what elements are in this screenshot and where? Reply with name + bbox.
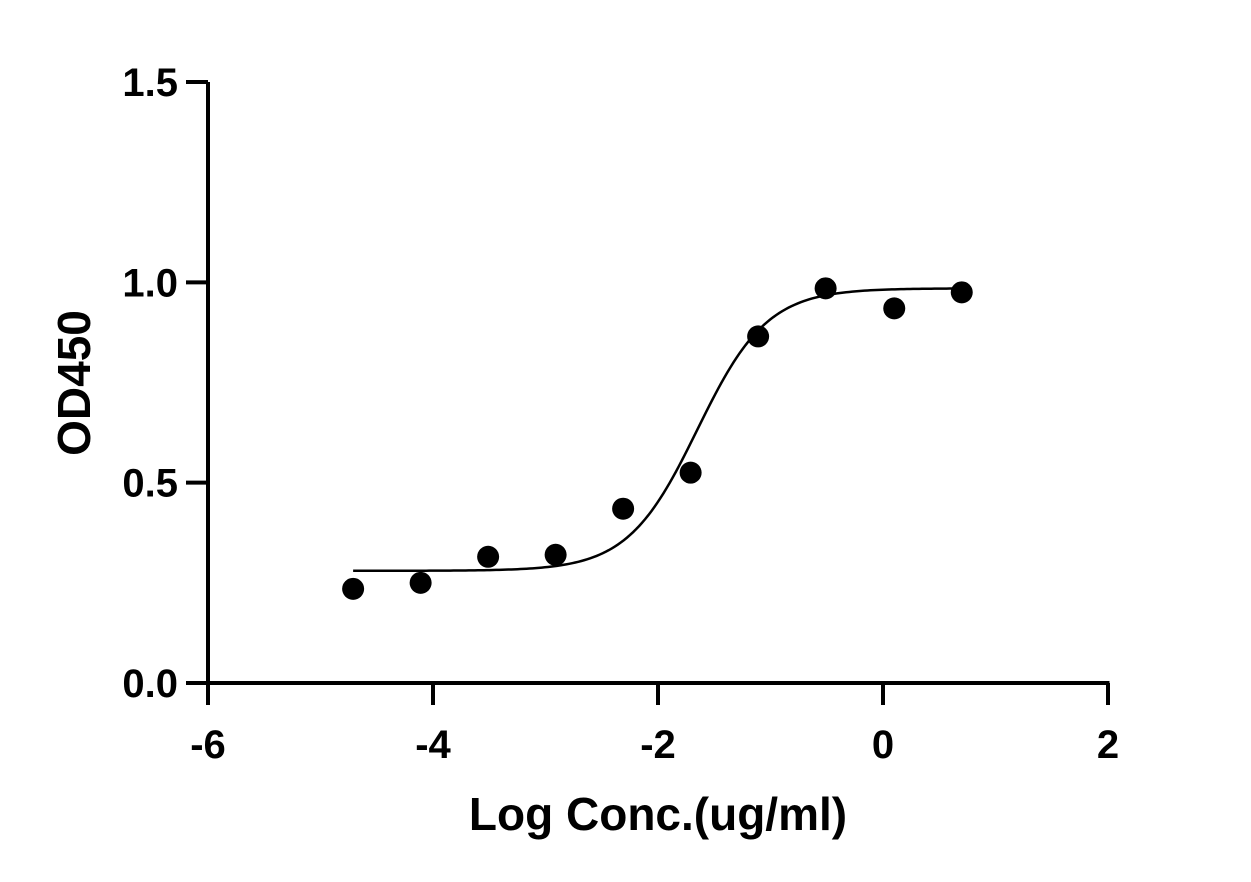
data-point [679,461,702,484]
x-tick-label: -4 [415,723,451,767]
y-tick-label: 0.5 [122,462,178,506]
x-tick-label: -2 [640,723,676,767]
data-point [342,577,365,600]
data-point [814,277,837,300]
x-tick-label: -6 [190,723,226,767]
y-tick-label: 1.5 [122,61,178,105]
data-point [477,545,500,568]
data-point [883,297,906,320]
data-point [747,325,770,348]
axes: 0.0 0.5 1.0 1.5 -6 -4 -2 0 2 [122,61,1119,767]
y-tick-label: 1.0 [122,261,178,305]
data-point [950,281,973,304]
x-axis-title: Log Conc.(ug/ml) [469,788,847,840]
x-tick-label: 0 [872,723,894,767]
y-axis-title: OD450 [48,310,100,456]
fit-curve-group [353,287,962,573]
data-point [544,543,567,566]
data-point [612,497,635,520]
data-points-group [342,277,973,600]
y-tick-label: 0.0 [122,662,178,706]
fit-curve [353,287,962,573]
data-point [409,571,432,594]
x-tick-label: 2 [1097,723,1119,767]
